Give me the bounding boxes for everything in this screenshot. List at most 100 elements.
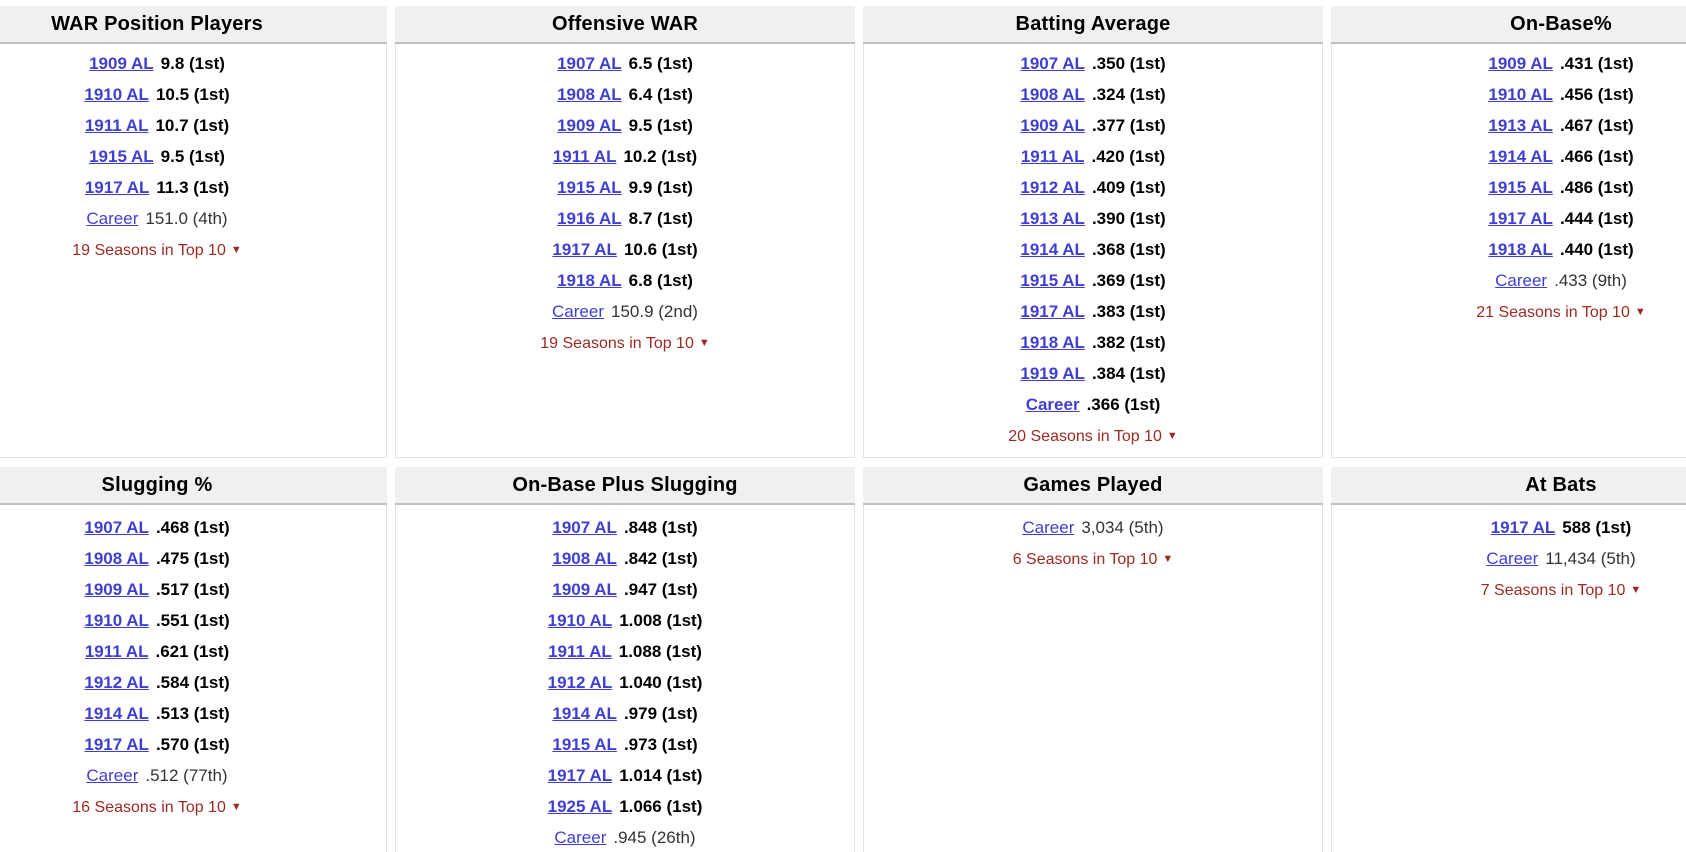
season-link[interactable]: 1907 AL	[84, 518, 149, 537]
season-link[interactable]: 1912 AL	[547, 673, 613, 692]
season-link[interactable]: 1910 AL	[1488, 85, 1553, 104]
stat-row: 1912 AL .584 (1st)	[0, 667, 386, 698]
stat-row: 1910 AL .551 (1st)	[0, 605, 386, 636]
stat-row: Career .433 (9th)	[1332, 265, 1686, 296]
season-link[interactable]: 1918 AL	[1020, 333, 1085, 352]
season-link[interactable]: 1909 AL	[89, 54, 154, 73]
stat-value: .350 (1st)	[1091, 54, 1166, 73]
season-link[interactable]: 1910 AL	[84, 85, 149, 104]
stat-row: 1908 AL 6.4 (1st)	[396, 79, 854, 110]
season-link[interactable]: 1908 AL	[557, 85, 622, 104]
stat-value: .420 (1st)	[1091, 147, 1166, 166]
stat-row: Career 151.0 (4th)	[0, 203, 386, 234]
season-link[interactable]: 1914 AL	[1020, 240, 1085, 259]
career-link[interactable]: Career	[1025, 395, 1080, 414]
stat-value: 6.4 (1st)	[628, 85, 693, 104]
season-link[interactable]: 1908 AL	[84, 549, 149, 568]
season-link[interactable]: 1909 AL	[1020, 116, 1085, 135]
season-link[interactable]: 1907 AL	[1020, 54, 1085, 73]
season-link[interactable]: 1914 AL	[84, 704, 149, 723]
stat-value: .842 (1st)	[623, 549, 698, 568]
stat-value: .475 (1st)	[155, 549, 230, 568]
season-link[interactable]: 1912 AL	[84, 673, 149, 692]
season-link[interactable]: 1917 AL	[1488, 209, 1553, 228]
stat-value: 9.5 (1st)	[628, 116, 693, 135]
stat-row: 1916 AL 8.7 (1st)	[396, 203, 854, 234]
stat-row: 1908 AL .842 (1st)	[396, 543, 854, 574]
season-link[interactable]: 1917 AL	[1490, 518, 1556, 537]
season-link[interactable]: 1918 AL	[557, 271, 622, 290]
stat-value: 8.7 (1st)	[628, 209, 693, 228]
season-link[interactable]: 1925 AL	[547, 797, 613, 816]
season-link[interactable]: 1915 AL	[1488, 178, 1553, 197]
stat-row: 1914 AL .513 (1st)	[0, 698, 386, 729]
season-link[interactable]: 1917 AL	[1020, 302, 1085, 321]
panel-title: On-Base Plus Slugging	[395, 467, 855, 505]
season-link[interactable]: 1908 AL	[1020, 85, 1085, 104]
season-link[interactable]: 1913 AL	[1488, 116, 1553, 135]
season-link[interactable]: 1910 AL	[84, 611, 149, 630]
stat-row: Career 150.9 (2nd)	[396, 296, 854, 327]
season-link[interactable]: 1909 AL	[552, 580, 617, 599]
stat-row: 1917 AL 10.6 (1st)	[396, 234, 854, 265]
career-link[interactable]: Career	[86, 209, 139, 228]
stat-value: .456 (1st)	[1559, 85, 1634, 104]
season-link[interactable]: 1909 AL	[1488, 54, 1553, 73]
stat-value: .973 (1st)	[623, 735, 698, 754]
season-link[interactable]: 1919 AL	[1020, 364, 1085, 383]
season-link[interactable]: 1917 AL	[84, 178, 150, 197]
season-link[interactable]: 1917 AL	[84, 735, 149, 754]
season-link[interactable]: 1917 AL	[552, 240, 617, 259]
stat-value: .368 (1st)	[1091, 240, 1166, 259]
seasons-in-top10-toggle[interactable]: 21 Seasons in Top 10 ▼	[1332, 302, 1686, 325]
leaderboard-row-2: Slugging % 1907 AL .468 (1st) 1908 AL .475…	[0, 467, 1686, 852]
season-link[interactable]: 1909 AL	[557, 116, 622, 135]
seasons-in-top10-toggle[interactable]: 6 Seasons in Top 10 ▼	[864, 549, 1322, 572]
seasons-in-top10-toggle[interactable]: 16 Seasons in Top 10 ▼	[0, 797, 386, 820]
season-link[interactable]: 1907 AL	[557, 54, 622, 73]
stat-row: 1909 AL 9.8 (1st)	[0, 48, 386, 79]
career-link[interactable]: Career	[552, 302, 604, 321]
stat-row: 1917 AL .570 (1st)	[0, 729, 386, 760]
season-link[interactable]: 1913 AL	[1020, 209, 1085, 228]
stat-row: 1915 AL 9.5 (1st)	[0, 141, 386, 172]
seasons-in-top10-label: 20 Seasons in Top 10	[1008, 428, 1162, 445]
season-link[interactable]: 1915 AL	[557, 178, 622, 197]
season-link[interactable]: 1914 AL	[1488, 147, 1553, 166]
leaderboard-panel: Offensive WAR 1907 AL 6.5 (1st) 1908 AL 6.…	[395, 6, 855, 458]
seasons-in-top10-toggle[interactable]: 7 Seasons in Top 10 ▼	[1332, 580, 1686, 603]
panel-title: Offensive WAR	[395, 6, 855, 44]
stat-row: 1918 AL .440 (1st)	[1332, 234, 1686, 265]
season-link[interactable]: 1911 AL	[84, 116, 149, 135]
stat-row: 1910 AL 10.5 (1st)	[0, 79, 386, 110]
seasons-in-top10-toggle[interactable]: 19 Seasons in Top 10 ▼	[396, 333, 854, 356]
career-link[interactable]: Career	[1495, 271, 1548, 290]
season-link[interactable]: 1914 AL	[552, 704, 617, 723]
season-link[interactable]: 1912 AL	[1020, 178, 1085, 197]
season-link[interactable]: 1918 AL	[1488, 240, 1553, 259]
season-link[interactable]: 1907 AL	[552, 518, 617, 537]
season-link[interactable]: 1910 AL	[547, 611, 613, 630]
career-link[interactable]: Career	[1486, 549, 1539, 568]
season-link[interactable]: 1915 AL	[1020, 271, 1085, 290]
season-link[interactable]: 1911 AL	[1020, 147, 1085, 166]
seasons-in-top10-toggle[interactable]: 19 Seasons in Top 10 ▼	[0, 240, 386, 263]
panel-title: On-Base%	[1331, 6, 1686, 44]
career-link[interactable]: Career	[1022, 518, 1075, 537]
seasons-in-top10-toggle[interactable]: 20 Seasons in Top 10 ▼	[864, 426, 1322, 449]
panel-title: At Bats	[1331, 467, 1686, 505]
season-link[interactable]: 1911 AL	[84, 642, 149, 661]
season-link[interactable]: 1917 AL	[547, 766, 613, 785]
stat-value: 10.7 (1st)	[155, 116, 230, 135]
career-link[interactable]: Career	[554, 828, 607, 847]
season-link[interactable]: 1908 AL	[552, 549, 617, 568]
season-link[interactable]: 1915 AL	[89, 147, 154, 166]
stat-value: .433 (9th)	[1554, 271, 1627, 290]
season-link[interactable]: 1911 AL	[548, 642, 612, 661]
career-link[interactable]: Career	[86, 766, 139, 785]
stat-value: 1.088 (1st)	[618, 642, 702, 661]
season-link[interactable]: 1911 AL	[552, 147, 617, 166]
season-link[interactable]: 1915 AL	[552, 735, 617, 754]
season-link[interactable]: 1909 AL	[84, 580, 149, 599]
season-link[interactable]: 1916 AL	[557, 209, 622, 228]
